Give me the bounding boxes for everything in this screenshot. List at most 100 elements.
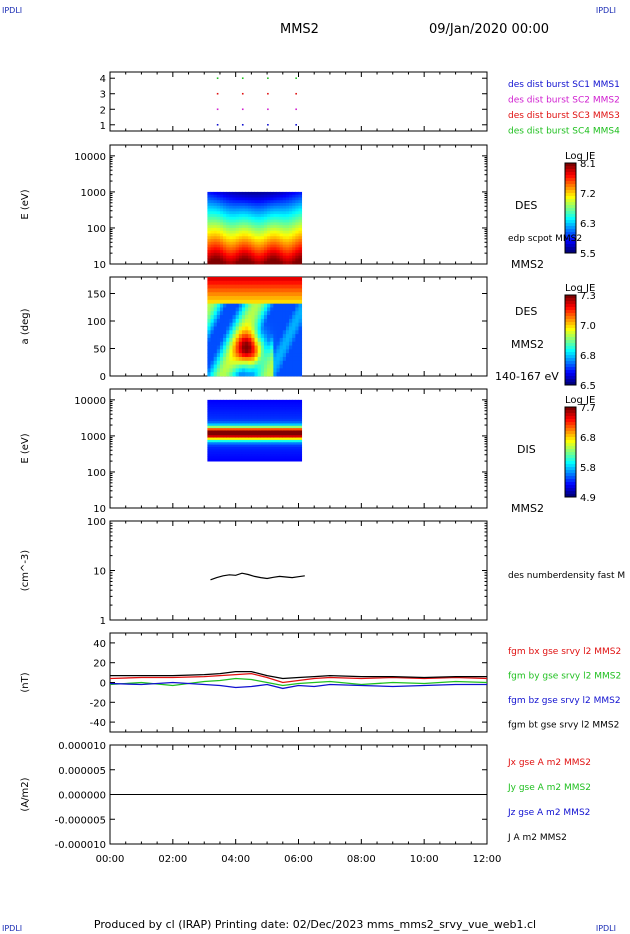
heatmap-cell (257, 435, 262, 438)
heatmap-cell (219, 353, 224, 358)
heatmap-cell (298, 364, 303, 369)
heatmap-cell (229, 315, 233, 320)
heatmap-cell (229, 356, 233, 362)
heatmap-cell (245, 451, 249, 455)
heatmap-cell (229, 399, 233, 403)
heatmap-cell (216, 191, 221, 196)
colorbar-cell (565, 172, 576, 176)
heatmap-cell (276, 214, 281, 218)
heatmap-cell (226, 456, 230, 460)
heatmap-cell (245, 299, 249, 305)
heatmap-cell (226, 437, 230, 441)
heatmap-cell (251, 425, 255, 429)
heatmap-cell (219, 205, 224, 209)
heatmap-cell (238, 349, 243, 354)
heatmap-cell (245, 214, 249, 218)
heatmap-cell (292, 442, 296, 446)
heatmap-cell (270, 413, 274, 417)
heatmap-cell (226, 236, 230, 240)
heatmap-cell (229, 349, 233, 354)
heatmap-cell (245, 402, 249, 405)
heatmap-cell (210, 255, 215, 259)
heatmap-cell (273, 255, 277, 259)
heatmap-cell (292, 456, 296, 460)
heatmap-cell (298, 244, 303, 248)
heatmap-cell (251, 280, 255, 286)
heatmap-cell (254, 345, 259, 350)
heatmap-cell (292, 458, 296, 462)
heatmap-cell (248, 423, 252, 427)
heatmap-cell (285, 413, 290, 417)
heatmap-cell (241, 292, 246, 297)
heatmap-cell (295, 444, 299, 448)
heatmap-cell (257, 425, 262, 429)
heatmap-cell (254, 230, 259, 234)
heatmap-cell (213, 446, 218, 450)
heatmap-cell (235, 423, 240, 427)
heatmap-cell (254, 421, 259, 424)
heatmap-cell (229, 261, 233, 265)
heatmap-cell (285, 250, 290, 254)
heatmap-cell (232, 449, 237, 453)
heatmap-cell (273, 299, 277, 305)
colorbar-tick-label: 6.8 (580, 433, 596, 444)
heatmap-cell (207, 326, 211, 331)
heatmap-cell (273, 200, 277, 204)
heatmap-cell (207, 307, 211, 312)
heatmap-cell (267, 211, 271, 215)
heatmap-cell (260, 439, 265, 443)
heatmap-cell (260, 318, 265, 324)
heatmap-cell (254, 296, 259, 301)
heatmap-cell (263, 341, 268, 346)
heatmap-cell (270, 406, 274, 410)
heatmap-cell (254, 449, 259, 453)
heatmap-cell (219, 416, 224, 420)
heatmap-cell (226, 277, 230, 282)
heatmap-cell (241, 425, 246, 429)
heatmap-cell (257, 432, 262, 436)
heatmap-cell (295, 404, 299, 408)
heatmap-cell (216, 303, 221, 308)
heatmap-cell (219, 288, 224, 293)
heatmap-cell (289, 216, 293, 221)
heatmap-cell (223, 214, 227, 218)
heatmap-cell (207, 360, 211, 365)
heatmap-cell (219, 449, 224, 453)
heatmap-cell (229, 194, 233, 198)
heatmap-cell (210, 404, 215, 408)
heatmap-cell (213, 458, 218, 462)
heatmap-cell (260, 404, 265, 408)
heatmap-cell (295, 356, 299, 362)
heatmap-cell (270, 225, 274, 229)
heatmap-cell (232, 225, 237, 229)
heatmap-cell (219, 296, 224, 301)
heatmap-cell (238, 411, 243, 415)
heatmap-cell (257, 458, 262, 462)
heatmap-cell (241, 247, 246, 251)
heatmap-cell (238, 255, 243, 259)
heatmap-cell (298, 399, 303, 403)
heatmap-cell (285, 227, 290, 232)
heatmap-cell (295, 202, 299, 207)
heatmap-cell (257, 299, 262, 305)
heatmap-cell (298, 211, 303, 215)
heatmap-cell (254, 444, 259, 448)
burst-label-mms3: des dist burst SC3 MMS3 (508, 111, 620, 121)
heatmap-cell (216, 454, 221, 457)
heatmap-cell (216, 255, 221, 259)
heatmap-cell (251, 194, 255, 198)
heatmap-cell (282, 241, 287, 245)
heatmap-cell (254, 318, 259, 324)
heatmap-cell (213, 299, 218, 305)
heatmap-cell (248, 194, 252, 198)
heatmap-cell (270, 345, 274, 350)
heatmap-cell (241, 454, 246, 457)
heatmap-cell (292, 211, 296, 215)
heatmap-cell (251, 307, 255, 312)
heatmap-cell (257, 421, 262, 424)
heatmap-cell (241, 413, 246, 417)
heatmap-cell (276, 296, 281, 301)
heatmap-cell (289, 250, 293, 254)
heatmap-cell (267, 421, 271, 424)
heatmap-cell (270, 197, 274, 201)
